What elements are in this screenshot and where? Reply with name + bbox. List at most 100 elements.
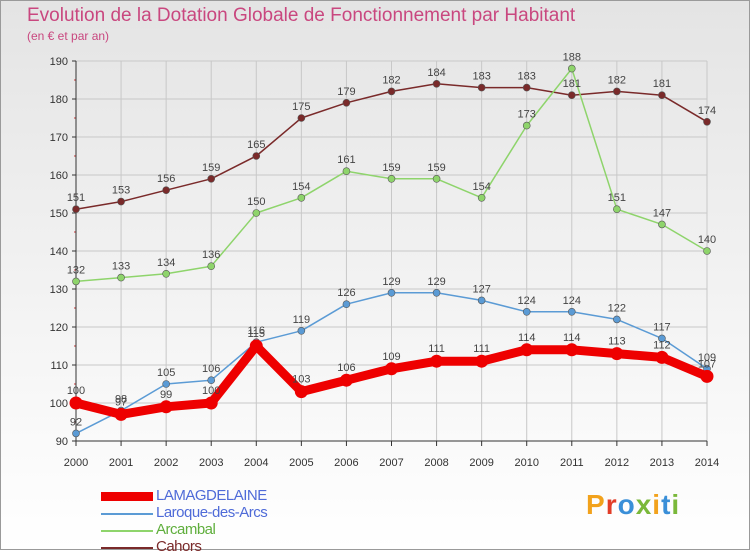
data-label: 92 [70, 416, 82, 428]
data-label: 117 [653, 321, 671, 333]
data-point [249, 339, 263, 353]
data-point [294, 385, 308, 399]
data-point [339, 373, 353, 387]
x-tick-label: 2010 [514, 457, 538, 469]
y-tick-label: 140 [50, 246, 68, 258]
data-point [297, 114, 306, 122]
data-label: 126 [337, 287, 355, 299]
y-tick-label: 130 [50, 284, 68, 296]
x-tick-label: 2013 [650, 457, 674, 469]
data-point [69, 396, 83, 410]
data-label: 133 [112, 261, 130, 273]
data-label: 105 [157, 367, 175, 379]
logo-letter: x [635, 489, 653, 520]
data-point [567, 91, 576, 99]
data-point [430, 354, 444, 368]
x-tick-label: 2008 [424, 457, 448, 469]
data-label: 114 [563, 332, 581, 344]
data-point [117, 197, 125, 206]
data-point [658, 220, 666, 229]
data-label: 127 [472, 283, 490, 295]
data-label: 173 [518, 109, 536, 121]
data-point [385, 362, 398, 376]
legend-swatch [101, 492, 153, 501]
x-tick-label: 2006 [334, 457, 358, 469]
x-tick-label: 2011 [560, 457, 584, 469]
data-label: 122 [608, 302, 626, 314]
data-label: 165 [247, 139, 265, 151]
data-point [700, 369, 714, 383]
data-label: 159 [427, 162, 445, 174]
logo-letter: t [661, 489, 672, 520]
data-point [613, 315, 621, 324]
data-point [432, 175, 441, 183]
data-point [520, 343, 534, 357]
logo-letter: i [671, 489, 681, 520]
data-label: 154 [292, 181, 310, 193]
y-tick-label: 150 [50, 208, 68, 220]
data-point [387, 87, 396, 96]
legend-swatch [101, 513, 153, 515]
data-label: 140 [698, 234, 716, 246]
data-point [162, 186, 170, 194]
data-point [567, 307, 576, 316]
data-point [117, 273, 125, 282]
data-point [658, 334, 666, 343]
data-point [162, 380, 170, 388]
data-point [342, 167, 351, 175]
data-label: 184 [427, 67, 445, 79]
data-label: 179 [337, 86, 355, 98]
data-label: 182 [382, 74, 400, 86]
data-label: 115 [248, 328, 266, 340]
logo-letter: o [617, 489, 636, 520]
data-label: 136 [202, 249, 220, 261]
data-point [72, 205, 80, 213]
y-tick-label: 100 [50, 398, 68, 410]
data-label: 161 [337, 154, 355, 166]
legend-label: Arcambal [156, 521, 216, 538]
y-tick-label: 180 [50, 94, 68, 106]
data-point [613, 87, 621, 96]
data-point [655, 350, 669, 364]
data-point [204, 396, 218, 410]
data-point [477, 83, 486, 92]
data-point [207, 175, 216, 183]
y-tick-label: 120 [50, 322, 68, 334]
data-label: 106 [202, 363, 220, 375]
data-point [567, 64, 576, 73]
data-point [522, 121, 531, 130]
y-tick-label: 170 [50, 132, 68, 144]
x-tick-label: 2012 [605, 457, 629, 469]
data-label: 183 [518, 71, 536, 83]
data-point [477, 296, 486, 305]
logo-letter: P [586, 489, 606, 520]
data-label: 151 [67, 192, 85, 204]
data-point [565, 343, 579, 357]
data-point [72, 277, 80, 286]
data-label: 107 [698, 358, 716, 370]
data-point [432, 80, 441, 88]
data-label: 181 [563, 78, 581, 90]
legend-label: Cahors [156, 538, 202, 555]
x-tick-label: 2003 [199, 457, 223, 469]
x-tick-label: 2009 [469, 457, 493, 469]
data-label: 112 [653, 339, 671, 351]
data-point [342, 300, 351, 309]
data-label: 99 [160, 389, 172, 401]
data-point [477, 194, 486, 202]
x-tick-label: 2001 [109, 457, 133, 469]
data-point [159, 400, 173, 414]
data-label: 109 [382, 351, 400, 363]
data-point [658, 91, 666, 99]
y-tick-label: 110 [50, 360, 68, 372]
x-tick-label: 2000 [64, 457, 88, 469]
data-label: 129 [427, 276, 445, 288]
data-point [432, 288, 441, 297]
x-tick-label: 2014 [695, 457, 719, 469]
data-label: 100 [202, 385, 220, 397]
data-label: 159 [382, 162, 400, 174]
data-point [72, 429, 80, 438]
data-label: 113 [608, 336, 626, 348]
